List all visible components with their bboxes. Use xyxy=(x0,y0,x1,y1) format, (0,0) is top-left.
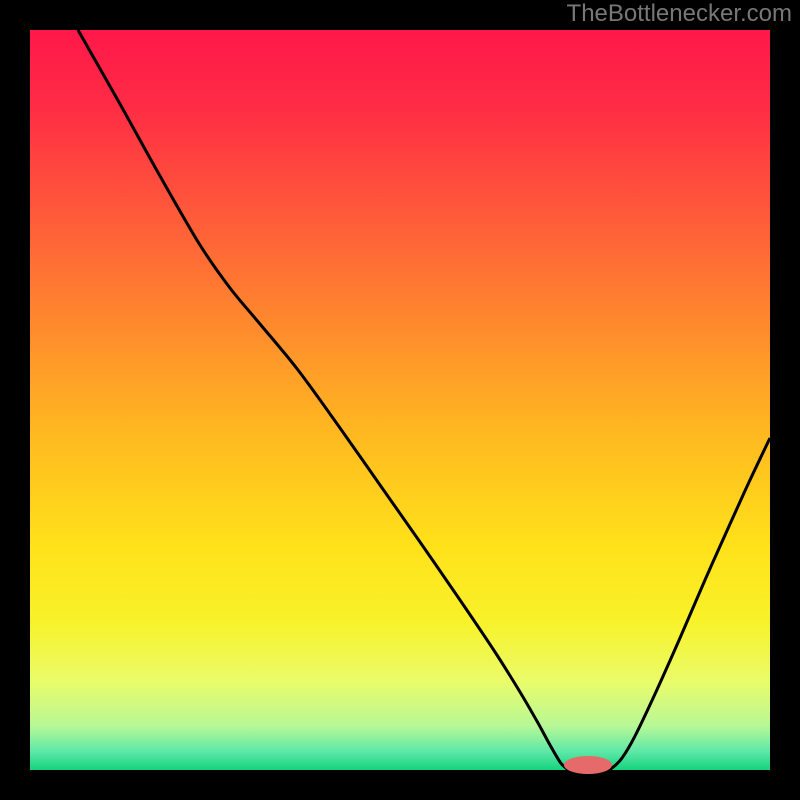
bottleneck-curve-chart xyxy=(0,0,800,800)
watermark-text: TheBottlenecker.com xyxy=(567,0,792,28)
chart-container: TheBottlenecker.com xyxy=(0,0,800,800)
optimal-marker xyxy=(564,756,612,774)
